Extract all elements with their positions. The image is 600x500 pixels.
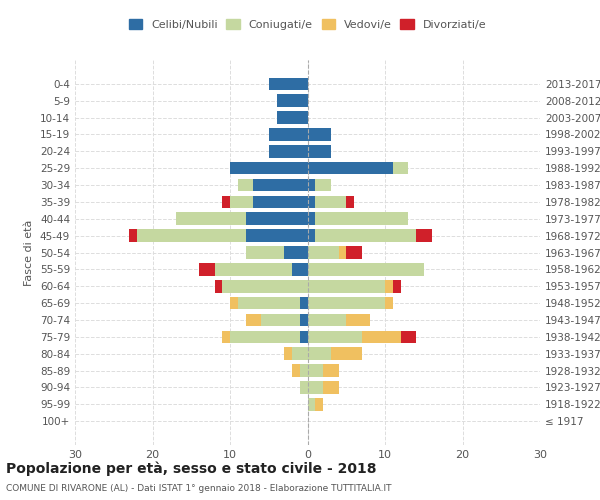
- Bar: [308, 212, 315, 225]
- Bar: [284, 348, 292, 360]
- Bar: [308, 381, 323, 394]
- Bar: [315, 196, 346, 208]
- Bar: [222, 196, 230, 208]
- Bar: [308, 128, 331, 141]
- Bar: [300, 297, 308, 310]
- Bar: [230, 297, 238, 310]
- Bar: [261, 314, 300, 326]
- Bar: [308, 178, 315, 192]
- Bar: [315, 212, 408, 225]
- Bar: [284, 246, 308, 259]
- Bar: [308, 263, 424, 276]
- Bar: [215, 263, 292, 276]
- Bar: [292, 348, 308, 360]
- Bar: [308, 162, 393, 174]
- Bar: [300, 330, 308, 343]
- Bar: [346, 314, 370, 326]
- Bar: [393, 162, 408, 174]
- Bar: [230, 162, 308, 174]
- Bar: [385, 297, 393, 310]
- Bar: [346, 246, 362, 259]
- Bar: [245, 212, 308, 225]
- Bar: [300, 314, 308, 326]
- Bar: [176, 212, 245, 225]
- Bar: [292, 263, 308, 276]
- Text: Popolazione per età, sesso e stato civile - 2018: Popolazione per età, sesso e stato civil…: [6, 461, 377, 475]
- Bar: [315, 230, 416, 242]
- Bar: [323, 381, 338, 394]
- Bar: [245, 246, 284, 259]
- Bar: [269, 78, 308, 90]
- Bar: [292, 364, 300, 377]
- Bar: [308, 348, 331, 360]
- Text: COMUNE DI RIVARONE (AL) - Dati ISTAT 1° gennaio 2018 - Elaborazione TUTTITALIA.I: COMUNE DI RIVARONE (AL) - Dati ISTAT 1° …: [6, 484, 392, 493]
- Bar: [308, 330, 362, 343]
- Bar: [308, 230, 315, 242]
- Bar: [300, 364, 308, 377]
- Bar: [315, 178, 331, 192]
- Bar: [331, 348, 362, 360]
- Bar: [253, 178, 308, 192]
- Bar: [323, 364, 338, 377]
- Bar: [230, 196, 253, 208]
- Bar: [245, 314, 261, 326]
- Legend: Celibi/Nubili, Coniugati/e, Vedovi/e, Divorziati/e: Celibi/Nubili, Coniugati/e, Vedovi/e, Di…: [125, 16, 490, 33]
- Bar: [362, 330, 401, 343]
- Bar: [269, 145, 308, 158]
- Bar: [401, 330, 416, 343]
- Bar: [137, 230, 245, 242]
- Bar: [315, 398, 323, 410]
- Bar: [308, 364, 323, 377]
- Bar: [215, 280, 222, 292]
- Bar: [277, 111, 308, 124]
- Bar: [253, 196, 308, 208]
- Bar: [129, 230, 137, 242]
- Bar: [308, 196, 315, 208]
- Bar: [346, 196, 354, 208]
- Bar: [222, 330, 230, 343]
- Bar: [393, 280, 401, 292]
- Bar: [308, 280, 385, 292]
- Bar: [269, 128, 308, 141]
- Bar: [308, 314, 346, 326]
- Bar: [308, 297, 385, 310]
- Bar: [300, 381, 308, 394]
- Bar: [245, 230, 308, 242]
- Bar: [385, 280, 393, 292]
- Bar: [308, 398, 315, 410]
- Bar: [308, 145, 331, 158]
- Bar: [238, 178, 253, 192]
- Bar: [308, 246, 338, 259]
- Bar: [416, 230, 431, 242]
- Bar: [277, 94, 308, 107]
- Bar: [238, 297, 300, 310]
- Bar: [199, 263, 215, 276]
- Bar: [338, 246, 346, 259]
- Bar: [222, 280, 308, 292]
- Y-axis label: Fasce di età: Fasce di età: [25, 220, 34, 286]
- Bar: [230, 330, 300, 343]
